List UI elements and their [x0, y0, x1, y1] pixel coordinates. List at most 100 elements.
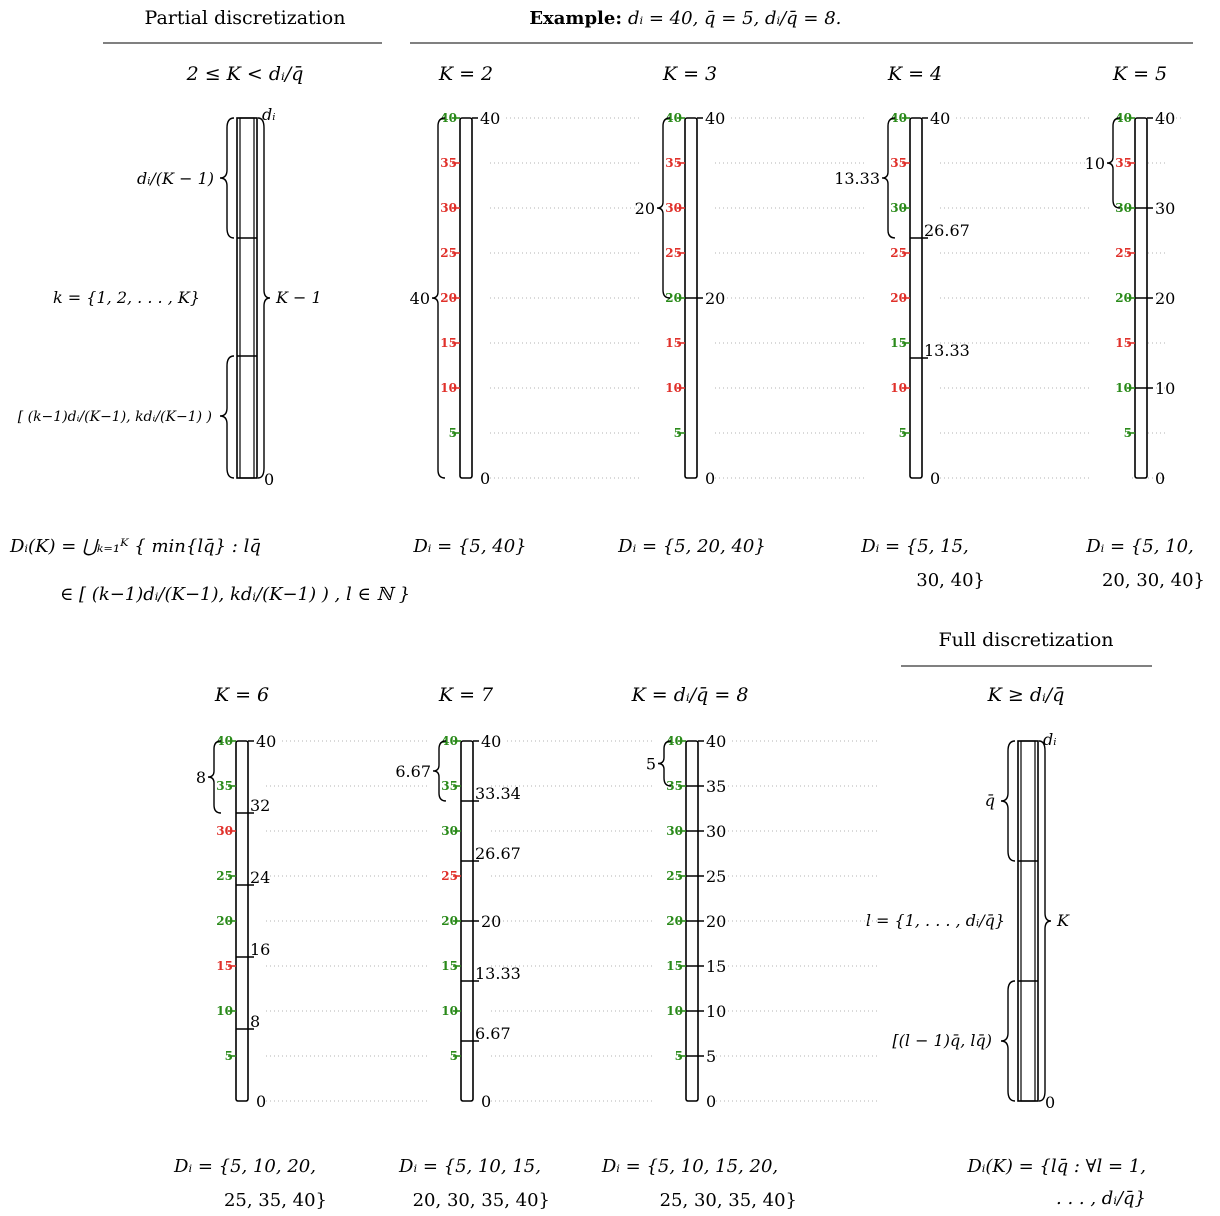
- boundary-label: 25: [706, 867, 726, 886]
- panel-k-label: K = 5: [1112, 63, 1167, 85]
- panel-brace-label: 20: [635, 199, 655, 218]
- q-tick-label: 15: [666, 959, 683, 973]
- boundary-label: 10: [706, 1002, 726, 1021]
- panel-result-line1: Dᵢ = {5, 15,: [860, 536, 969, 557]
- boundary-label: 15: [706, 957, 726, 976]
- panel-k-label: K = 6: [214, 684, 269, 706]
- panel-k-label: K = 3: [662, 63, 717, 85]
- q-tick-label: 35: [665, 156, 682, 170]
- full-middle-label: l = {1, . . . , dᵢ/q̄}: [866, 911, 1005, 930]
- q-tick-label: 25: [440, 246, 457, 260]
- boundary-label: 0: [706, 1092, 716, 1111]
- full-upper-brace: [1000, 740, 1016, 862]
- panel-result-line1: Dᵢ = {5, 10, 15, 20,: [601, 1156, 778, 1177]
- panel-bar: [909, 117, 923, 479]
- boundary-label: 16: [250, 940, 270, 959]
- q-tick-label: 40: [666, 734, 683, 748]
- partial-condition: 2 ≤ K < dᵢ/q̄: [186, 63, 304, 85]
- partial-upper-brace: [219, 117, 235, 239]
- boundary-label: 13.33: [924, 341, 970, 360]
- q-tick-label: 10: [666, 1004, 683, 1018]
- full-top-label: dᵢ: [1043, 730, 1056, 749]
- boundary-label: 40: [705, 109, 725, 128]
- panel-result-line2: 25, 30, 35, 40}: [660, 1190, 797, 1211]
- q-tick-label: 15: [890, 336, 907, 350]
- panel-brace-label: 13.33: [834, 169, 880, 188]
- q-tick-label: 10: [665, 381, 682, 395]
- q-tick-label: 30: [441, 824, 458, 838]
- q-tick-label: 35: [216, 779, 233, 793]
- full-condition: K ≥ dᵢ/q̄: [987, 684, 1065, 706]
- q-tick-label: 30: [440, 201, 457, 215]
- partial-interval-label: [ (k−1)dᵢ/(K−1), kdᵢ/(K−1) ): [18, 409, 212, 425]
- q-tick-label: 25: [1115, 246, 1132, 260]
- full-right-brace: [1038, 740, 1052, 1102]
- panel-result-line2: 20, 30, 35, 40}: [413, 1190, 550, 1211]
- boundary-label: 32: [250, 796, 270, 815]
- q-tick-label: 25: [665, 246, 682, 260]
- panel-brace-label: 10: [1085, 154, 1105, 173]
- boundary-label: 0: [480, 469, 490, 488]
- panel-bar: [235, 740, 249, 1102]
- boundary-label: 0: [1155, 469, 1165, 488]
- panel-result-line1: Dᵢ = {5, 10, 20,: [173, 1156, 316, 1177]
- q-tick-label: 5: [674, 426, 682, 440]
- boundary-label: 20: [1155, 289, 1175, 308]
- partial-formula-line2: ∈ [ (k−1)dᵢ/(K−1), kdᵢ/(K−1) ) , l ∈ ℕ }: [60, 584, 410, 605]
- full-lower-brace: [1000, 980, 1016, 1102]
- panel-k-label: K = 7: [438, 684, 494, 706]
- full-right-brace-label: K: [1056, 911, 1070, 930]
- q-tick-label: 5: [675, 1049, 683, 1063]
- q-tick-label: 10: [441, 1004, 458, 1018]
- q-tick-label: 15: [1115, 336, 1132, 350]
- partial-title: Partial discretization: [145, 7, 346, 29]
- q-tick-label: 30: [890, 201, 907, 215]
- q-tick-label: 30: [1115, 201, 1132, 215]
- boundary-label: 20: [706, 912, 726, 931]
- boundary-label: 40: [480, 109, 500, 128]
- panel-brace: [1106, 117, 1121, 209]
- q-tick-label: 5: [1124, 426, 1132, 440]
- example-bold: Example:: [529, 8, 622, 29]
- panel-brace: [432, 740, 447, 802]
- q-tick-label: 20: [440, 291, 457, 305]
- boundary-label: 35: [706, 777, 726, 796]
- q-tick-label: 10: [216, 1004, 233, 1018]
- partial-lower-brace: [219, 355, 235, 479]
- boundary-label: 24: [250, 868, 270, 887]
- boundary-label: 33.34: [475, 784, 521, 803]
- panel-brace: [656, 117, 671, 299]
- q-tick-label: 15: [441, 959, 458, 973]
- panel-k-label: K = 2: [438, 63, 493, 85]
- full-formula-line2: . . . , dᵢ/q̄}: [1056, 1188, 1146, 1209]
- panel-brace-label: 8: [196, 768, 206, 787]
- boundary-label: 30: [706, 822, 726, 841]
- panel-result-line2: 20, 30, 40}: [1102, 570, 1205, 591]
- q-tick-label: 40: [890, 111, 907, 125]
- q-tick-label: 40: [216, 734, 233, 748]
- q-tick-label: 40: [441, 734, 458, 748]
- q-tick-label: 5: [225, 1049, 233, 1063]
- panel-result-line1: Dᵢ = {5, 10, 15,: [398, 1156, 541, 1177]
- boundary-label: 20: [705, 289, 725, 308]
- full-bottom-label: 0: [1045, 1093, 1055, 1112]
- q-tick-label: 15: [440, 336, 457, 350]
- full-schematic: dᵢ 0 q̄ l = {1, . . . , dᵢ/q̄} K [(l − 1…: [866, 730, 1070, 1112]
- boundary-label: 0: [256, 1092, 266, 1111]
- boundary-label: 0: [481, 1092, 491, 1111]
- boundary-label: 20: [481, 912, 501, 931]
- partial-top-label: dᵢ: [262, 105, 275, 124]
- q-tick-label: 30: [666, 824, 683, 838]
- q-tick-label: 10: [440, 381, 457, 395]
- panel-brace: [881, 117, 896, 239]
- q-tick-label: 25: [890, 246, 907, 260]
- q-tick-label: 25: [666, 869, 683, 883]
- panel-result-line2: 30, 40}: [916, 570, 985, 591]
- full-title: Full discretization: [938, 629, 1113, 651]
- q-tick-label: 10: [1115, 381, 1132, 395]
- q-tick-label: 40: [440, 111, 457, 125]
- q-tick-label: 35: [1115, 156, 1132, 170]
- boundary-label: 40: [1155, 109, 1175, 128]
- partial-bottom-label: 0: [264, 470, 274, 489]
- boundary-label: 10: [1155, 379, 1175, 398]
